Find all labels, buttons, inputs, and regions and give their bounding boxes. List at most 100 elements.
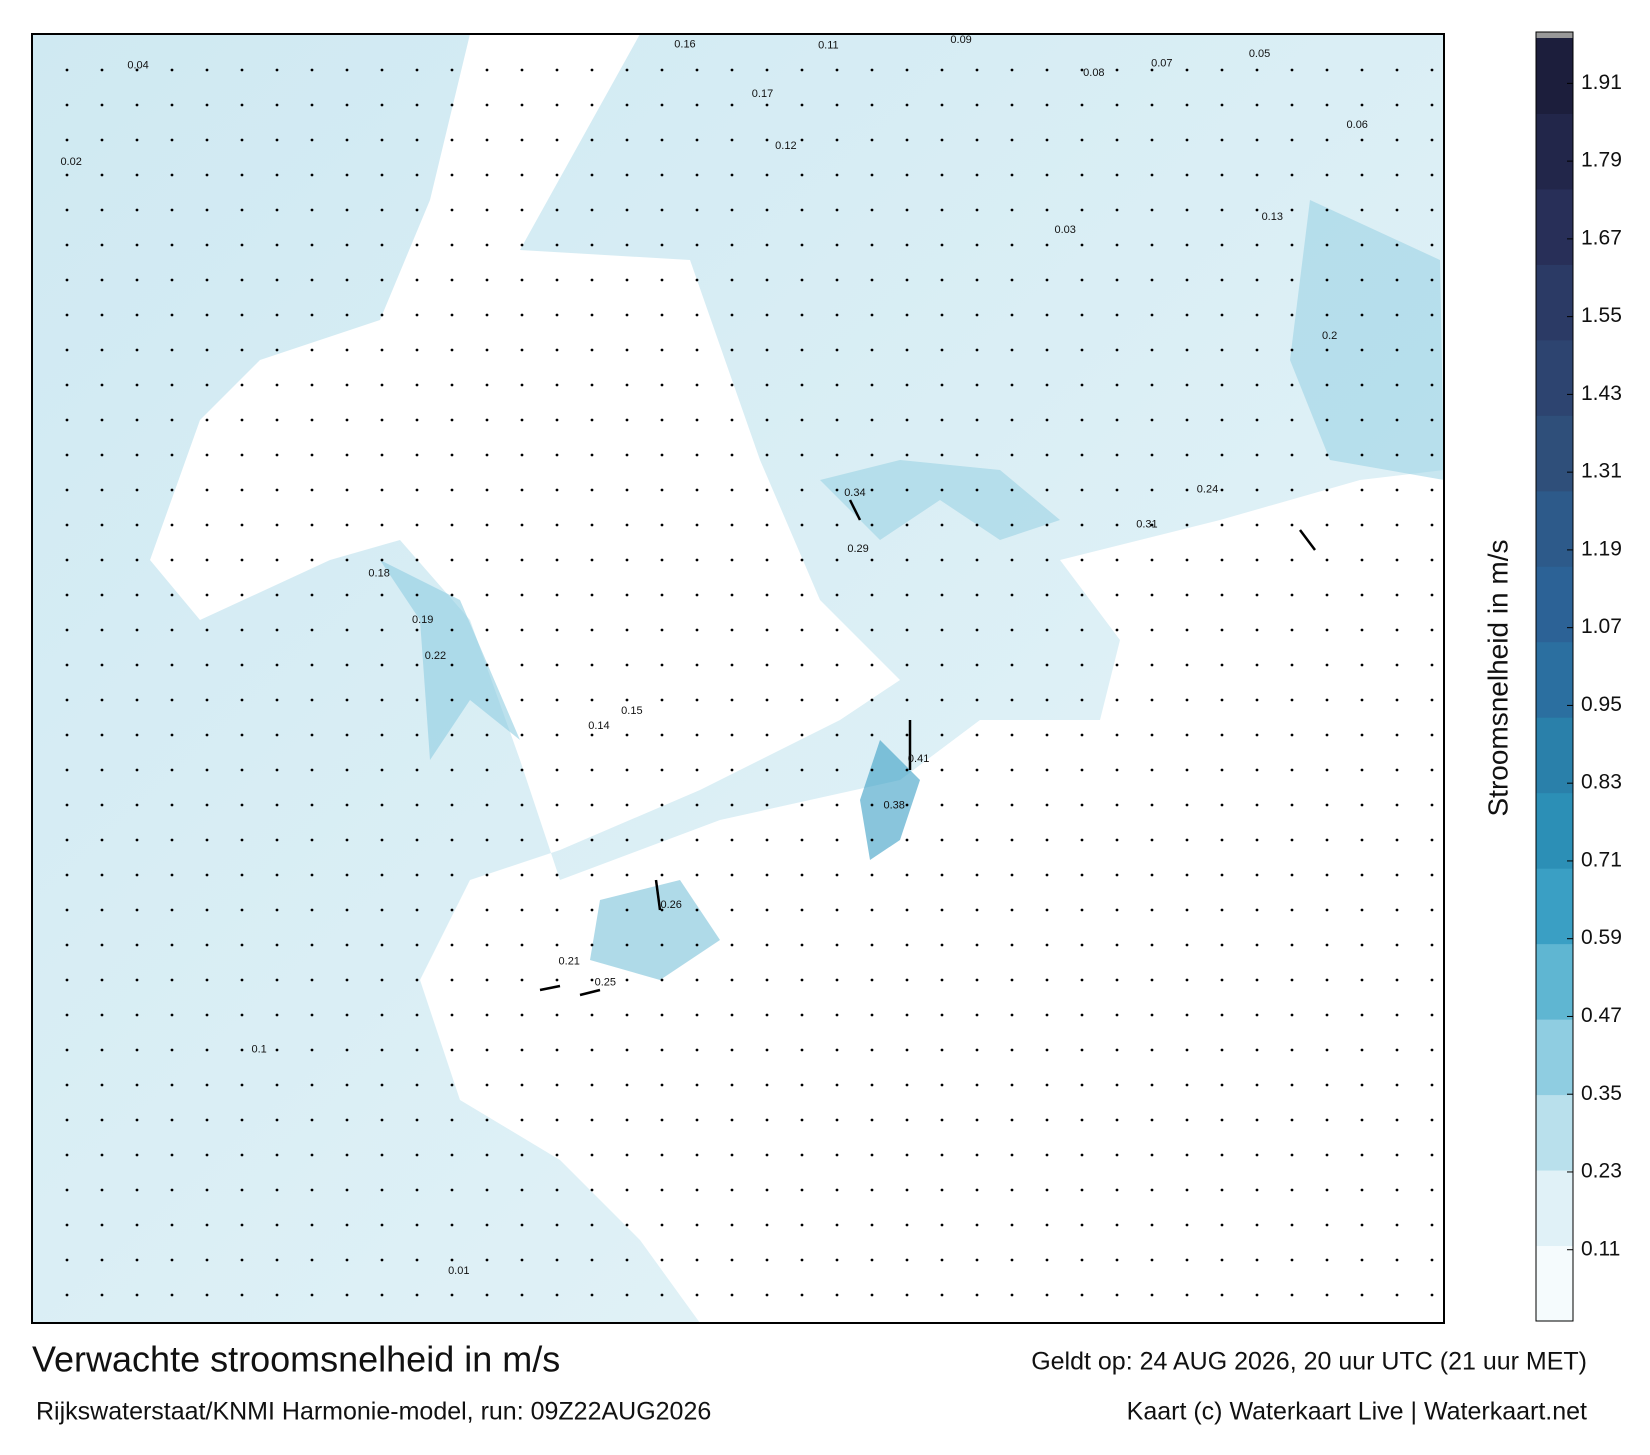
vector-dot [765, 418, 769, 422]
vector-dot [1115, 1048, 1119, 1052]
vector-dot [1360, 1118, 1364, 1122]
vector-dot [800, 348, 804, 352]
vector-dot [520, 1153, 524, 1157]
vector-dot [1115, 1293, 1119, 1297]
vector-dot [520, 1293, 524, 1297]
vector-dot [695, 838, 699, 842]
vector-dot [1150, 523, 1154, 527]
vector-dot [1395, 1153, 1399, 1157]
estuary [820, 460, 1060, 540]
vector-dot [870, 1188, 874, 1192]
vector-dot [695, 1223, 699, 1227]
vector-dot [765, 1293, 769, 1297]
vector-dot [1430, 803, 1434, 807]
colorbar-tick-label: 0.35 [1581, 1082, 1622, 1105]
vector-dot [1045, 1188, 1049, 1192]
vector-dot [835, 313, 839, 317]
vector-dot [800, 838, 804, 842]
vector-dot [450, 873, 454, 877]
vector-dot [1010, 838, 1014, 842]
vector-dot [1010, 1118, 1014, 1122]
vector-dot [1325, 1223, 1329, 1227]
vector-dot [135, 628, 139, 632]
vector-dot [240, 1118, 244, 1122]
vector-dot [835, 138, 839, 142]
vector-dot [205, 698, 209, 702]
vector-dot [205, 278, 209, 282]
vector-dot [1430, 768, 1434, 772]
vector-dot [975, 1118, 979, 1122]
vector-dot [590, 873, 594, 877]
vector-dot [100, 1153, 104, 1157]
vector-dot [625, 1013, 629, 1017]
vector-dot [170, 1188, 174, 1192]
vector-dot [170, 628, 174, 632]
vector-dot [345, 943, 349, 947]
vector-dot [765, 313, 769, 317]
vector-dot [275, 768, 279, 772]
vector-dot [590, 173, 594, 177]
vector-dot [310, 1188, 314, 1192]
vector-dot [870, 663, 874, 667]
vector-dot [100, 698, 104, 702]
vector-dot [800, 978, 804, 982]
vector-dot [1290, 1013, 1294, 1017]
vector-dot [415, 1118, 419, 1122]
vector-dot [345, 628, 349, 632]
vector-dot [695, 768, 699, 772]
vector-dot [1185, 1083, 1189, 1087]
vector-dot [835, 523, 839, 527]
vector-dot [240, 663, 244, 667]
vector-dot [1255, 628, 1259, 632]
vector-dot [1080, 593, 1084, 597]
vector-dot [100, 943, 104, 947]
vector-dot [1290, 278, 1294, 282]
vector-dot [975, 313, 979, 317]
colorbar-tick-label: 0.95 [1581, 693, 1622, 716]
vector-dot [450, 1188, 454, 1192]
vector-dot [1150, 978, 1154, 982]
vector-dot [1430, 1013, 1434, 1017]
vector-dot [1395, 1188, 1399, 1192]
vector-dot [590, 313, 594, 317]
vector-dot [730, 1188, 734, 1192]
vector-dot [415, 173, 419, 177]
vector-dot [590, 138, 594, 142]
vector-dot [345, 1118, 349, 1122]
vector-dot [1045, 68, 1049, 72]
vector-dot [1115, 838, 1119, 842]
vector-dot [835, 873, 839, 877]
vector-dot [135, 138, 139, 142]
vector-dot [555, 628, 559, 632]
vector-dot [1430, 1118, 1434, 1122]
vector-dot [660, 1083, 664, 1087]
vector-dot [1360, 173, 1364, 177]
vector-dot [1290, 628, 1294, 632]
vector-dot [835, 1083, 839, 1087]
vector-dot [835, 208, 839, 212]
vector-dot [1220, 313, 1224, 317]
vector-dot [765, 278, 769, 282]
vector-dot [590, 1188, 594, 1192]
vector-dot [100, 558, 104, 562]
vector-dot [415, 593, 419, 597]
vector-dot [205, 908, 209, 912]
vector-dot [555, 1188, 559, 1192]
vector-dot [1010, 173, 1014, 177]
vector-dot [1080, 733, 1084, 737]
vector-dot [205, 873, 209, 877]
vector-dot [1360, 768, 1364, 772]
vector-dot [940, 768, 944, 772]
vector-dot [450, 488, 454, 492]
vector-dot [590, 1258, 594, 1262]
vector-dot [1150, 208, 1154, 212]
colorbar-tick-label: 1.55 [1581, 304, 1622, 327]
vector-dot [1045, 173, 1049, 177]
vector-dot [1150, 1083, 1154, 1087]
vector-dot [1325, 838, 1329, 842]
colorbar-band [1536, 1019, 1573, 1096]
vector-dot [1290, 1258, 1294, 1262]
vector-dot [1220, 558, 1224, 562]
vector-dot [765, 628, 769, 632]
vector-dot [415, 1293, 419, 1297]
